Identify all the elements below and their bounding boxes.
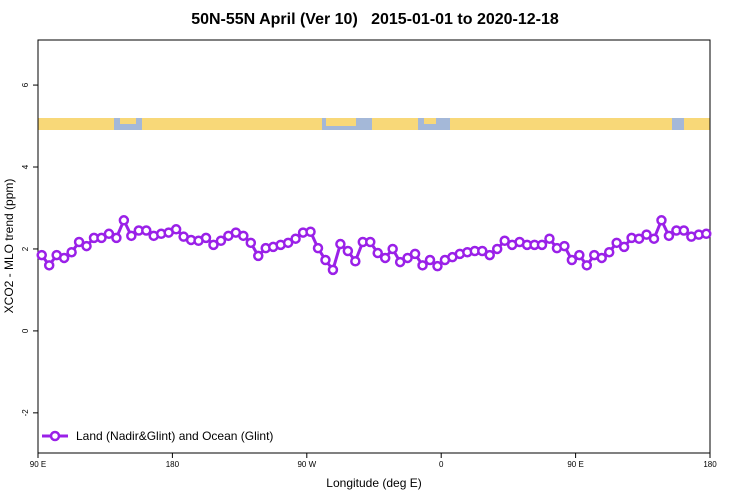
- data-point: [432, 260, 443, 272]
- data-point: [335, 238, 346, 250]
- chart-title: 50N-55N April (Ver 10) 2015-01-01 to 202…: [191, 11, 559, 28]
- legend: Land (Nadir&Glint) and Ocean (Glint): [42, 429, 273, 443]
- data-point: [596, 252, 607, 264]
- y-tick-label: -2: [21, 409, 30, 417]
- data-point: [417, 260, 428, 271]
- y-tick-label: 6: [21, 82, 30, 87]
- data-point: [81, 240, 92, 252]
- plot-frame: [37, 39, 711, 454]
- data-point: [574, 249, 585, 261]
- data-point: [66, 246, 77, 258]
- data-point: [618, 241, 630, 253]
- data-point: [43, 260, 55, 271]
- x-tick-label: 90 E: [567, 460, 583, 469]
- data-point: [424, 254, 436, 266]
- data-point: [409, 248, 421, 260]
- data-point: [402, 252, 413, 264]
- data-point: [633, 233, 645, 244]
- data-point: [365, 236, 376, 248]
- data-point: [103, 228, 115, 240]
- data-point: [663, 230, 675, 242]
- data-point: [499, 235, 510, 247]
- data-point: [290, 233, 301, 244]
- x-tick-label: 0: [439, 460, 444, 469]
- x-axis-label: Longitude (deg E): [326, 476, 421, 490]
- data-point: [372, 247, 383, 259]
- data-point: [387, 243, 398, 255]
- data-point: [559, 240, 570, 252]
- data-point: [200, 232, 212, 244]
- land-ocean-band: [38, 118, 710, 130]
- data-point: [170, 224, 182, 235]
- data-point: [312, 242, 324, 254]
- data-point: [245, 237, 257, 249]
- legend-label: Land (Nadir&Glint) and Ocean (Glint): [76, 429, 273, 443]
- data-point: [58, 252, 70, 264]
- x-tick-label: 90 W: [297, 460, 316, 469]
- data-point: [477, 245, 488, 257]
- data-point: [141, 225, 152, 236]
- data-point: [611, 237, 622, 249]
- data-point: [208, 239, 219, 251]
- data-point: [282, 237, 294, 249]
- data-point: [36, 249, 47, 261]
- y-tick-label: 4: [21, 164, 30, 169]
- data-point: [641, 229, 652, 240]
- data-point: [603, 246, 615, 258]
- x-tick-label: 90 E: [30, 460, 46, 469]
- data-point: [566, 254, 578, 266]
- data-point: [656, 215, 667, 226]
- data-point: [118, 215, 130, 226]
- data-point: [648, 233, 660, 244]
- data-point: [581, 260, 593, 271]
- y-axis-label: XCO2 - MLO trend (ppm): [2, 179, 16, 314]
- data-point: [484, 249, 495, 261]
- data-point: [111, 232, 122, 244]
- data-point: [350, 256, 361, 267]
- data-point: [73, 236, 85, 248]
- data-point: [544, 233, 555, 244]
- data-point: [96, 232, 107, 244]
- y-tick-label: 0: [21, 328, 30, 333]
- data-point: [305, 226, 316, 237]
- data-point: [491, 243, 503, 255]
- data-point: [327, 264, 339, 276]
- x-tick-label: 180: [166, 460, 180, 469]
- data-point: [701, 228, 712, 240]
- data-point: [678, 225, 690, 236]
- data-point: [379, 252, 391, 264]
- data-point: [394, 256, 406, 268]
- data-point: [126, 230, 137, 242]
- data-point: [320, 254, 331, 266]
- data-point: [253, 250, 264, 262]
- data-point: [342, 245, 354, 257]
- data-point: [238, 230, 249, 242]
- y-tick-label: 2: [21, 246, 30, 251]
- data-point: [215, 235, 227, 247]
- x-tick-label: 180: [703, 460, 717, 469]
- data-point: [536, 239, 548, 251]
